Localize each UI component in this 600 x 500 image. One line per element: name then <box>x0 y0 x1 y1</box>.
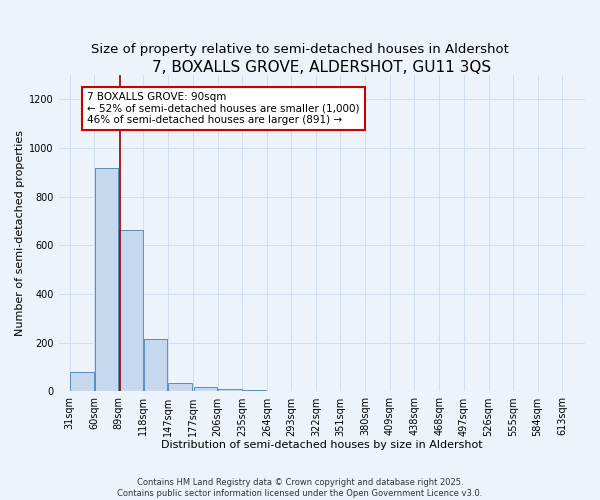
Bar <box>119 230 143 392</box>
Text: Size of property relative to semi-detached houses in Aldershot: Size of property relative to semi-detach… <box>91 42 509 56</box>
Y-axis label: Number of semi-detached properties: Number of semi-detached properties <box>15 130 25 336</box>
Title: 7, BOXALLS GROVE, ALDERSHOT, GU11 3QS: 7, BOXALLS GROVE, ALDERSHOT, GU11 3QS <box>152 60 491 75</box>
Bar <box>70 372 94 392</box>
Text: 7 BOXALLS GROVE: 90sqm
← 52% of semi-detached houses are smaller (1,000)
46% of : 7 BOXALLS GROVE: 90sqm ← 52% of semi-det… <box>88 92 360 125</box>
Bar <box>143 339 167 392</box>
Bar <box>95 168 118 392</box>
Bar <box>218 389 242 392</box>
Bar <box>194 386 217 392</box>
X-axis label: Distribution of semi-detached houses by size in Aldershot: Distribution of semi-detached houses by … <box>161 440 482 450</box>
Bar <box>267 390 291 392</box>
Text: Contains HM Land Registry data © Crown copyright and database right 2025.
Contai: Contains HM Land Registry data © Crown c… <box>118 478 482 498</box>
Bar <box>242 390 266 392</box>
Bar <box>168 383 192 392</box>
